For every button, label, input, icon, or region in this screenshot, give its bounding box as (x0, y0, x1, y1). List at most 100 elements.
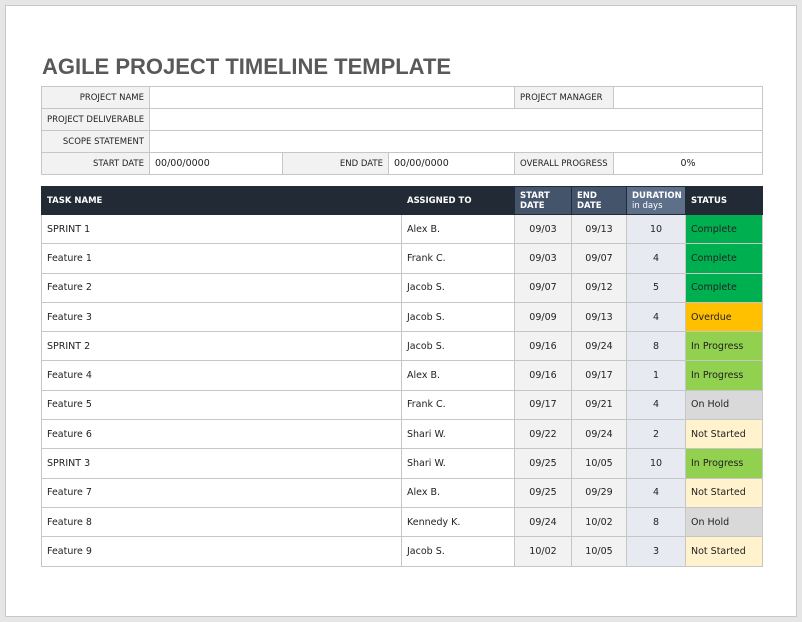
info-row: PROJECT NAME PROJECT MANAGER (41, 86, 764, 109)
assigned-to: Shari W. (401, 419, 515, 450)
value: 00/00/0000 (387, 152, 516, 175)
task-name: Feature 3 (41, 301, 402, 333)
start-date: 10/02 (514, 536, 572, 567)
end-date: 09/29 (571, 477, 627, 508)
end-date: 09/13 (571, 301, 627, 333)
task-name: Feature 4 (41, 360, 402, 391)
label: PROJECT NAME (41, 86, 150, 109)
value (148, 130, 764, 153)
assigned-to: Frank C. (401, 243, 515, 274)
start-date: 09/25 (514, 477, 572, 508)
label: START DATE (41, 152, 150, 175)
column-header: TASK NAME (41, 186, 402, 215)
end-date: 10/02 (571, 506, 627, 538)
task-row: Feature 2 Jacob S. 09/07 09/12 5 Complete (41, 272, 763, 303)
assigned-to: Alex B. (401, 213, 515, 245)
label: OVERALL PROGRESS (514, 152, 615, 175)
duration: 3 (626, 536, 686, 567)
assigned-to: Shari W. (401, 448, 515, 479)
duration: 4 (626, 389, 686, 421)
task-row: Feature 5 Frank C. 09/17 09/21 4 On Hold (41, 389, 763, 421)
task-row: Feature 7 Alex B. 09/25 09/29 4 Not Started (41, 477, 763, 508)
task-name: SPRINT 1 (41, 213, 402, 245)
task-row: Feature 6 Shari W. 09/22 09/24 2 Not Started (41, 419, 763, 450)
assigned-to: Kennedy K. (401, 506, 515, 538)
duration: 4 (626, 301, 686, 333)
value: 00/00/0000 (149, 152, 283, 175)
duration: 10 (626, 213, 686, 245)
status: In Progress (685, 331, 763, 362)
end-date: 09/17 (571, 360, 627, 391)
column-header: ASSIGNED TO (401, 186, 515, 215)
header-label: START DATE (520, 190, 550, 211)
task-name: Feature 7 (41, 477, 402, 508)
header-label: END DATE (577, 190, 602, 211)
task-name: Feature 2 (41, 272, 402, 303)
assigned-to: Jacob S. (401, 536, 515, 567)
task-name: SPRINT 2 (41, 331, 402, 362)
end-date: 09/24 (571, 419, 627, 450)
label: END DATE (282, 152, 389, 175)
duration: 8 (626, 506, 686, 538)
task-name: Feature 8 (41, 506, 402, 538)
status: On Hold (685, 506, 763, 538)
info-row: PROJECT DELIVERABLE (41, 108, 764, 131)
header-sub: in days (632, 200, 663, 211)
task-name: Feature 9 (41, 536, 402, 567)
assigned-to: Alex B. (401, 360, 515, 391)
duration: 1 (626, 360, 686, 391)
sheet: AGILE PROJECT TIMELINE TEMPLATE PROJECT … (5, 5, 797, 617)
end-date: 09/12 (571, 272, 627, 303)
status: Not Started (685, 477, 763, 508)
start-date: 09/25 (514, 448, 572, 479)
end-date: 09/13 (571, 213, 627, 245)
end-date: 09/21 (571, 389, 627, 421)
end-date: 09/24 (571, 331, 627, 362)
assigned-to: Frank C. (401, 389, 515, 421)
task-row: SPRINT 1 Alex B. 09/03 09/13 10 Complete (41, 213, 763, 245)
info-row: START DATE 00/00/0000 END DATE 00/00/000… (41, 152, 764, 175)
status: On Hold (685, 389, 763, 421)
duration: 5 (626, 272, 686, 303)
end-date: 10/05 (571, 536, 627, 567)
header-label: STATUS (691, 195, 728, 206)
assigned-to: Jacob S. (401, 301, 515, 333)
start-date: 09/17 (514, 389, 572, 421)
start-date: 09/22 (514, 419, 572, 450)
start-date: 09/03 (514, 213, 572, 245)
task-table: TASK NAME ASSIGNED TO START DATE END DATE DU… (41, 186, 763, 567)
task-row: Feature 4 Alex B. 09/16 09/17 1 In Progress (41, 360, 763, 391)
status: In Progress (685, 448, 763, 479)
task-row: SPRINT 3 Shari W. 09/25 10/05 10 In Progress (41, 448, 763, 479)
column-header: DURATION in days (626, 186, 686, 215)
start-date: 09/03 (514, 243, 572, 274)
task-row: SPRINT 2 Jacob S. 09/16 09/24 8 In Progress (41, 331, 763, 362)
task-name: SPRINT 3 (41, 448, 402, 479)
duration: 2 (626, 419, 686, 450)
status: In Progress (685, 360, 763, 391)
header-label: TASK NAME (47, 195, 103, 206)
column-header: START DATE (514, 186, 572, 215)
assigned-to: Alex B. (401, 477, 515, 508)
task-name: Feature 5 (41, 389, 402, 421)
start-date: 09/16 (514, 331, 572, 362)
end-date: 09/07 (571, 243, 627, 274)
status: Not Started (685, 536, 763, 567)
task-row: Feature 1 Frank C. 09/03 09/07 4 Complete (41, 243, 763, 274)
header-label: ASSIGNED TO (407, 195, 472, 206)
task-row: Feature 9 Jacob S. 10/02 10/05 3 Not Started (41, 536, 763, 567)
header-label: DURATION (632, 190, 682, 201)
start-date: 09/16 (514, 360, 572, 391)
value: 0% (613, 152, 764, 175)
start-date: 09/09 (514, 301, 572, 333)
task-row: Feature 3 Jacob S. 09/09 09/13 4 Overdue (41, 301, 763, 333)
duration: 8 (626, 331, 686, 362)
column-header: END DATE (571, 186, 627, 215)
title: AGILE PROJECT TIMELINE TEMPLATE (42, 54, 452, 79)
label: SCOPE STATEMENT (41, 130, 150, 153)
task-name: Feature 1 (41, 243, 402, 274)
status: Complete (685, 272, 763, 303)
start-date: 09/24 (514, 506, 572, 538)
header-row: TASK NAME ASSIGNED TO START DATE END DATE DU… (41, 186, 763, 215)
